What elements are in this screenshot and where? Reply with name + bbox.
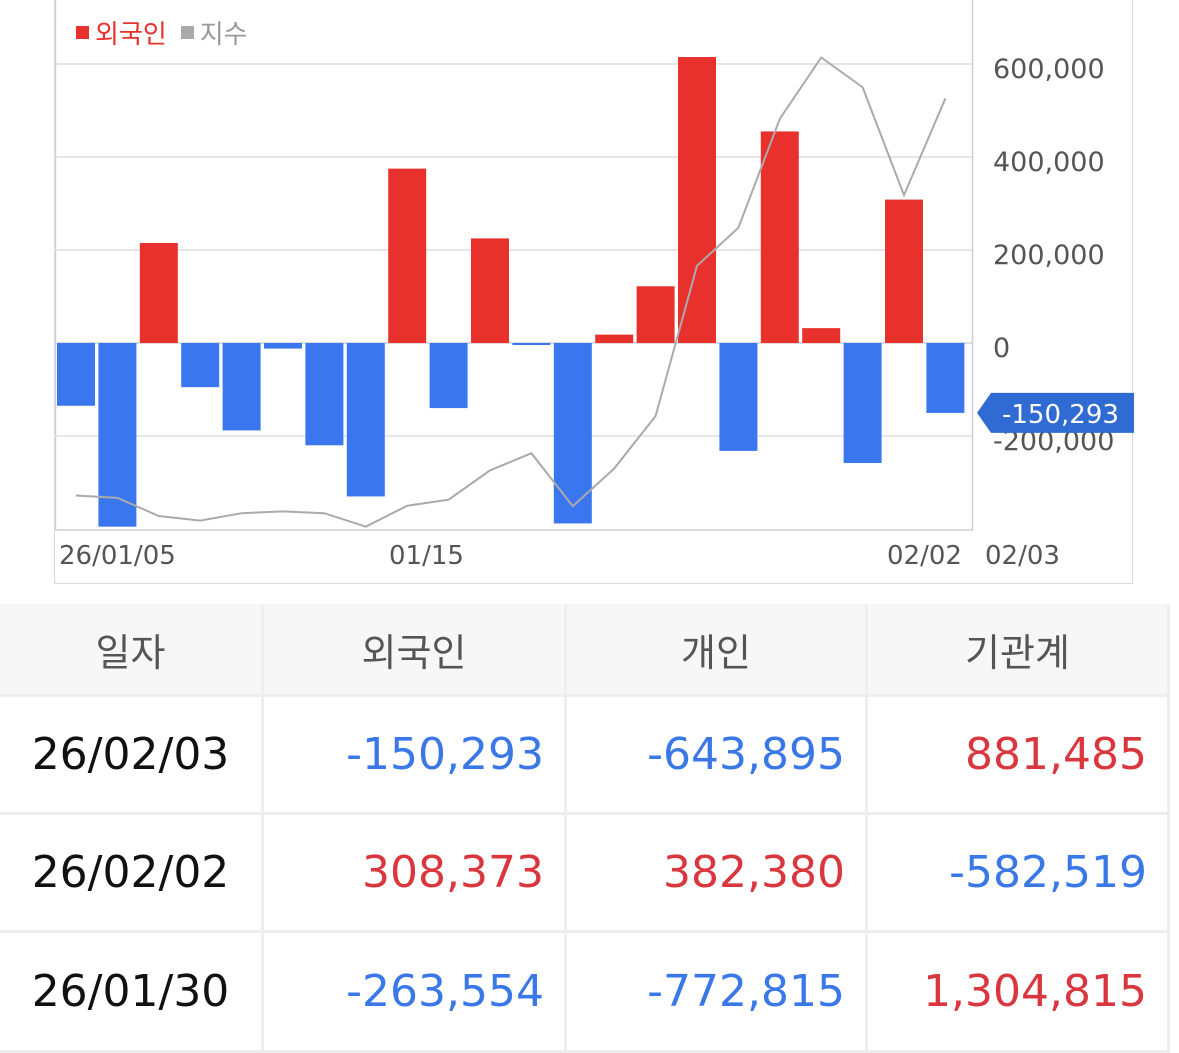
bar (305, 343, 344, 446)
legend-swatch-index (180, 26, 194, 39)
row-foreign: -150,293 (264, 697, 567, 815)
y-tick-label: 400,000 (993, 147, 1105, 178)
table-row[interactable]: 26/01/30 -263,554 -772,815 1,304,815 (0, 933, 1179, 1053)
bar (139, 243, 178, 343)
x-tick-label: 02/02 (887, 541, 962, 571)
row-institution: 1,304,815 (868, 933, 1170, 1053)
row-individual: 382,380 (567, 815, 868, 933)
y-tick-label: 600,000 (993, 54, 1105, 85)
legend-label-index: 지수 (199, 20, 248, 50)
header-individual: 개인 (567, 604, 868, 697)
legend-label-foreign: 외국인 (95, 20, 167, 50)
header-institution: 기관계 (868, 604, 1170, 697)
bar (222, 343, 261, 431)
x-tick-label: 02/03 (985, 541, 1060, 571)
bar (719, 343, 758, 451)
table-header-row: 일자 외국인 개인 기관계 (0, 604, 1179, 697)
chart-legend: 외국인 지수 (76, 14, 262, 51)
bar (553, 343, 592, 524)
bar (678, 57, 716, 344)
bar (885, 199, 923, 343)
y-tick-label: 0 (993, 333, 1010, 364)
table-row[interactable]: 26/02/03 -150,293 -643,895 881,485 (0, 697, 1179, 815)
current-value-label: -150,293 (1002, 400, 1119, 430)
x-tick-label: 26/01/05 (59, 541, 176, 571)
row-foreign: -263,554 (264, 933, 567, 1053)
bar (636, 286, 675, 343)
bar (181, 343, 220, 388)
y-tick-label: 200,000 (993, 240, 1105, 271)
header-foreign: 외국인 (264, 604, 567, 697)
row-institution: 881,485 (868, 697, 1170, 815)
row-individual: -772,815 (567, 933, 868, 1053)
bar (57, 343, 95, 406)
plot-frame (55, 0, 974, 531)
bar (802, 328, 841, 343)
row-individual: -643,895 (567, 697, 868, 815)
bar (346, 343, 385, 497)
bar (595, 334, 634, 343)
legend-item-index: 지수 (180, 14, 248, 51)
legend-item-foreign: 외국인 (76, 14, 167, 51)
bar (512, 343, 551, 345)
bar (843, 343, 882, 463)
bar (388, 168, 427, 343)
bar (429, 343, 468, 409)
row-date: 26/02/03 (0, 697, 264, 815)
bar (471, 238, 509, 343)
bar (264, 343, 302, 349)
row-date: 26/02/02 (0, 815, 264, 933)
legend-swatch-foreign (76, 26, 89, 39)
row-institution: -582,519 (868, 815, 1170, 933)
header-date: 일자 (0, 604, 264, 697)
bar (98, 343, 137, 527)
bar (926, 343, 965, 413)
bar (760, 131, 799, 343)
current-value-tag (977, 392, 1134, 433)
chart-container: 600,000 400,000 200,000 0 -200,000 26/01/05 01… (54, 0, 1134, 584)
index-line (75, 56, 947, 528)
row-foreign: 308,373 (264, 815, 567, 933)
row-date: 26/01/30 (0, 933, 264, 1053)
x-tick-label: 01/15 (389, 541, 464, 571)
table-row[interactable]: 26/02/02 308,373 382,380 -582,519 (0, 815, 1179, 933)
